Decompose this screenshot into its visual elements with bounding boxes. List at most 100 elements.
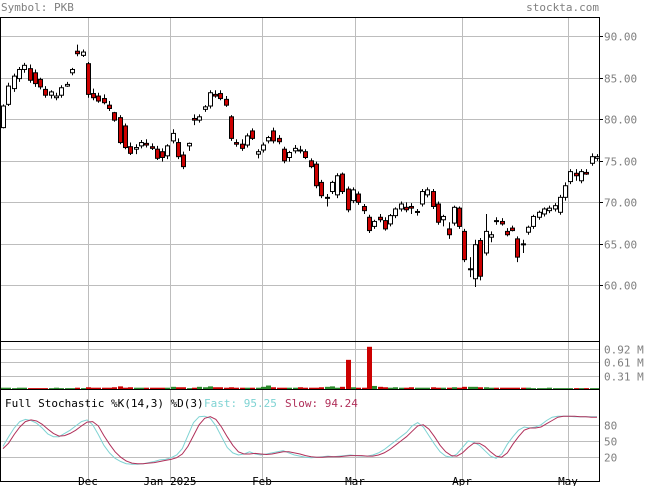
volume-bar [181,387,186,389]
candle-body [17,68,22,80]
volume-bar [452,387,457,389]
candle-body [351,189,356,202]
volume-bar [521,387,526,389]
fast-legend: Fast: 95.25 [204,397,277,410]
volume-bar [309,387,314,389]
candle-body [33,72,38,85]
x-tick-label: May [558,475,578,486]
candle-body [240,143,245,149]
candle-body [123,125,128,149]
candle-body [118,117,123,144]
volume-bar [457,387,462,389]
candle-body [139,142,144,147]
volume-bar [197,386,202,389]
volume-bar [436,387,441,389]
candle-body [6,85,11,105]
volume-bar [526,387,531,389]
volume-bar [261,386,266,389]
candle-body [277,137,282,143]
price-candles [1,44,600,288]
volume-bar [107,387,112,389]
volume-bar [6,387,11,389]
x-tick-label: Feb [252,475,272,486]
candle-body [208,92,213,107]
candle-body [282,148,287,162]
candle-body [250,130,255,139]
candle-body [393,208,398,217]
candle-body [266,137,271,142]
candle-body [388,215,393,225]
candle-body [102,98,107,104]
volume-bar [346,359,351,389]
candle-body [383,220,388,230]
candle-body [415,210,420,213]
candle-body [144,142,149,146]
candle-body [372,220,377,227]
candle-body [319,181,324,197]
site-label: stockta.com [526,1,599,14]
volume-bar [298,387,303,389]
volume-bar [208,386,213,389]
volume-bar [22,387,27,389]
candle-body [584,171,589,175]
volume-bar [393,387,398,389]
volume-bar [293,387,298,389]
volume-bar [553,388,558,390]
volume-bar [187,388,192,390]
stochastic-title: Full Stochastic %K(14,3) %D(3) [5,397,204,410]
volume-bar [165,387,170,389]
candle-body [128,146,133,154]
volume-bar [12,388,17,390]
volume-bar [282,387,287,389]
volume-bar [462,386,467,389]
volume-bar [75,387,80,389]
candle-body [81,51,86,56]
volume-bar [49,388,54,390]
symbol-label: Symbol: PKB [1,1,74,14]
candle-body [452,206,457,224]
volume-bar [409,387,414,389]
candle-body [134,147,139,150]
candle-body [309,160,314,168]
candle-body [176,142,181,158]
stochastic-tick-label: 20 [604,452,617,465]
candle-body [484,230,489,254]
candle-body [346,188,351,211]
volume-bar [91,387,96,389]
candle-body [187,142,192,147]
candle-body [335,175,340,196]
volume-bar [468,386,473,389]
volume-bar [123,387,128,389]
volume-bar [372,385,377,389]
axis-tick-labels: Dec Jan 2025 Feb Mar Apr May 90.00 85.00 80.00 75… [78,31,644,489]
volume-bar [150,387,155,389]
volume-bar [266,385,271,389]
candle-body [531,215,536,227]
volume-bar [340,386,345,389]
volume-bar [1,387,6,389]
volume-bar [558,388,563,390]
candle-body [54,95,59,99]
candle-body [505,230,510,236]
volume-bar [81,388,86,390]
candle-body [356,193,361,203]
volume-bar [128,387,133,389]
volume-bar [250,387,255,389]
volume-bar [415,387,420,389]
stochastic-lines [2,415,597,465]
candle-body [473,244,478,280]
volume-bar [383,387,388,389]
candle-body [420,191,425,205]
candle-body [234,142,239,145]
volume-bar [245,387,250,389]
volume-bar [218,387,223,389]
price-tick-label: 90.00 [604,31,637,44]
candle-body [489,234,494,238]
candle-body [558,196,563,213]
slow-legend: Slow: 94.24 [285,397,358,410]
volume-bar [134,387,139,389]
candle-body [521,243,526,246]
volume-bar [563,388,568,390]
